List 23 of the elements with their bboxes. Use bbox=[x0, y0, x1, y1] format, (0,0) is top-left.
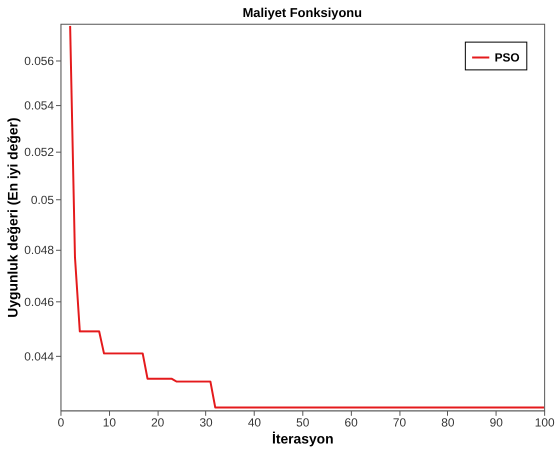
x-tick-label: 0 bbox=[58, 416, 65, 430]
chart-title: Maliyet Fonksiyonu bbox=[242, 4, 362, 20]
x-tick-label: 60 bbox=[344, 416, 358, 430]
x-tick-label: 90 bbox=[490, 416, 504, 430]
x-tick-label: 30 bbox=[199, 416, 214, 430]
y-tick-label: 0.048 bbox=[24, 242, 54, 257]
legend-label: PSO bbox=[494, 50, 520, 64]
x-tick-label: 70 bbox=[392, 416, 407, 430]
y-tick-label: 0.052 bbox=[24, 144, 54, 159]
x-axis-title: İterasyon bbox=[272, 430, 334, 447]
y-tick-label: 0.044 bbox=[24, 350, 54, 364]
line-series bbox=[69, 24, 544, 408]
x-tick-label: 100 bbox=[534, 416, 555, 430]
y-axis-title: Uygunluk değeri (En iyi değer) bbox=[4, 117, 20, 318]
x-tick-label: 50 bbox=[296, 416, 310, 430]
y-tick-label: 0.05 bbox=[30, 192, 54, 207]
y-tick-label: 0.054 bbox=[24, 98, 54, 113]
x-tick-label: 40 bbox=[248, 416, 262, 430]
y-tick-label: 0.056 bbox=[24, 54, 54, 68]
x-tick-label: 80 bbox=[441, 416, 455, 430]
x-tick-label: 10 bbox=[102, 416, 116, 430]
x-tick-label: 20 bbox=[151, 416, 165, 430]
y-tick-label: 0.046 bbox=[24, 295, 54, 310]
